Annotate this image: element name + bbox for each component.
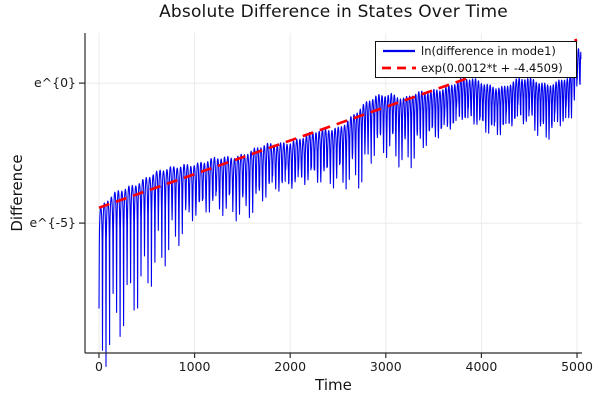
x-tick-label: 2000 — [274, 359, 306, 374]
legend-item-ln-difference: ln(difference in mode1) — [381, 43, 571, 60]
y-tick-label: e^{-5} — [29, 215, 76, 230]
legend-label-ln-difference: ln(difference in mode1) — [421, 44, 556, 59]
y-axis-label: Difference — [8, 154, 26, 232]
x-tick-label: 1000 — [179, 359, 211, 374]
x-axis-label: Time — [315, 376, 352, 394]
series-line-ln-difference — [98, 48, 582, 367]
legend-line-sample-dashed — [382, 66, 416, 70]
legend: ln(difference in mode1) exp(0.0012*t + -… — [375, 41, 577, 78]
x-tick-label: 4000 — [466, 359, 498, 374]
x-tick-label: 5000 — [561, 359, 593, 374]
x-tick-label: 3000 — [370, 359, 402, 374]
x-tick-label: 0 — [95, 359, 103, 374]
legend-line-sample-solid — [383, 50, 415, 53]
chart-title: Absolute Difference in States Over Time — [159, 2, 508, 22]
y-tick-label: e^{0} — [34, 75, 76, 90]
legend-label-exp-fit: exp(0.0012*t + -4.4509) — [421, 60, 563, 75]
legend-item-exp-fit: exp(0.0012*t + -4.4509) — [381, 60, 571, 77]
